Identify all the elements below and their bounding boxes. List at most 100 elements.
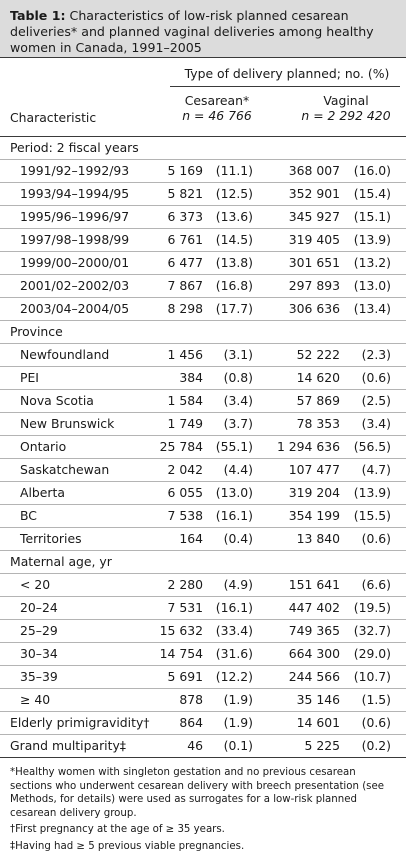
vaginal-percent: (1.5): [361, 692, 391, 707]
vaginal-percent: (15.5): [353, 508, 391, 523]
vaginal-count: 5 225: [304, 738, 340, 753]
vaginal-count: 354 199: [288, 508, 340, 523]
vaginal-count: 301 651: [288, 255, 340, 270]
row-label: 20–24: [20, 600, 58, 615]
cesarean-n: n = 46 766: [182, 108, 252, 123]
row-label: 35–39: [20, 669, 58, 684]
vaginal-count: 447 402: [288, 600, 340, 615]
vaginal-percent: (10.7): [353, 669, 391, 684]
table-row: 30–34 14 754 (31.6) 664 300 (29.0): [0, 643, 406, 666]
cesarean-count: 15 632: [159, 623, 203, 638]
vaginal-count: 749 365: [288, 623, 340, 638]
cesarean-percent: (12.5): [215, 186, 253, 201]
column-spanner: Type of delivery planned; no. (%): [184, 66, 390, 81]
vaginal-percent: (0.6): [361, 531, 391, 546]
cesarean-count: 1 584: [167, 393, 203, 408]
cesarean-count: 6 055: [167, 485, 203, 500]
cesarean-count: 5 691: [167, 669, 203, 684]
cesarean-percent: (3.7): [223, 416, 253, 431]
table-header: Type of delivery planned; no. (%) Cesare…: [0, 58, 406, 137]
cesarean-percent: (16.1): [215, 508, 253, 523]
vaginal-count: 244 566: [288, 669, 340, 684]
table-row: Ontario 25 784 (55.1) 1 294 636 (56.5): [0, 436, 406, 459]
caption-label: Table 1:: [10, 8, 66, 23]
vaginal-percent: (13.9): [353, 232, 391, 247]
row-label: 2001/02–2002/03: [20, 278, 130, 293]
cesarean-count: 6 477: [167, 255, 203, 270]
cesarean-count: 864: [179, 715, 203, 730]
cesarean-count: 2 280: [167, 577, 203, 592]
table-row: Alberta 6 055 (13.0) 319 204 (13.9): [0, 482, 406, 505]
vaginal-count: 297 893: [288, 278, 340, 293]
cesarean-percent: (1.9): [223, 715, 253, 730]
row-label: 2003/04–2004/05: [20, 301, 130, 316]
table-row: 25–29 15 632 (33.4) 749 365 (32.7): [0, 620, 406, 643]
cesarean-count: 8 298: [167, 301, 203, 316]
table-row: New Brunswick 1 749 (3.7) 78 353 (3.4): [0, 413, 406, 436]
vaginal-count: 52 222: [296, 347, 340, 362]
table-row: < 20 2 280 (4.9) 151 641 (6.6): [0, 574, 406, 597]
footnote-elderly: †First pregnancy at the age of ≥ 35 year…: [10, 824, 225, 836]
table-caption: Table 1: Characteristics of low-risk pla…: [0, 0, 406, 58]
vaginal-count: 14 601: [296, 715, 340, 730]
vaginal-column-header: Vaginal n = 2 292 420: [290, 93, 402, 123]
caption-text: Characteristics of low-risk planned cesa…: [10, 8, 374, 55]
vaginal-count: 151 641: [288, 577, 340, 592]
vaginal-percent: (32.7): [353, 623, 391, 638]
cesarean-count: 164: [179, 531, 203, 546]
vaginal-count: 352 901: [288, 186, 340, 201]
cesarean-percent: (3.1): [223, 347, 253, 362]
vaginal-n: n = 2 292 420: [301, 108, 391, 123]
table-row: Elderly primigravidity† 864 (1.9) 14 601 (0.…: [0, 712, 406, 735]
cesarean-label: Cesarean*: [184, 93, 250, 108]
table-row: 1997/98–1998/99 6 761 (14.5) 319 405 (13.9): [0, 229, 406, 252]
section-heading: Period: 2 fiscal years: [0, 137, 406, 160]
cesarean-count: 6 761: [167, 232, 203, 247]
cesarean-percent: (31.6): [215, 646, 253, 661]
row-label: 1997/98–1998/99: [20, 232, 130, 247]
cesarean-count: 14 754: [159, 646, 203, 661]
table-row: 35–39 5 691 (12.2) 244 566 (10.7): [0, 666, 406, 689]
vaginal-percent: (2.3): [361, 347, 391, 362]
footnotes: *Healthy women with singleton gestation …: [0, 758, 406, 854]
vaginal-percent: (56.5): [353, 439, 391, 454]
cesarean-count: 2 042: [167, 462, 203, 477]
vaginal-percent: (15.1): [353, 209, 391, 224]
table-body: Period: 2 fiscal years 1991/92–1992/93 5 1…: [0, 137, 406, 758]
cesarean-percent: (3.4): [223, 393, 253, 408]
footnote-multiparity: ‡Having had ≥ 5 previous viable pregnanc…: [10, 840, 245, 852]
vaginal-count: 13 840: [296, 531, 340, 546]
row-label: Saskatchewan: [20, 462, 110, 477]
vaginal-count: 319 405: [288, 232, 340, 247]
cesarean-percent: (33.4): [215, 623, 253, 638]
cesarean-percent: (4.4): [223, 462, 253, 477]
table-row: 1991/92–1992/93 5 169 (11.1) 368 007 (16.0): [0, 160, 406, 183]
table-row: ≥ 40 878 (1.9) 35 146 (1.5): [0, 689, 406, 712]
cesarean-count: 5 821: [167, 186, 203, 201]
table-row: 1995/96–1996/97 6 373 (13.6) 345 927 (15.1): [0, 206, 406, 229]
vaginal-count: 319 204: [288, 485, 340, 500]
row-label: Nova Scotia: [20, 393, 94, 408]
row-label: PEI: [20, 370, 39, 385]
cesarean-percent: (0.8): [223, 370, 253, 385]
cesarean-percent: (13.0): [215, 485, 253, 500]
row-label: BC: [20, 508, 37, 523]
table-row: PEI 384 (0.8) 14 620 (0.6): [0, 367, 406, 390]
row-label: Territories: [20, 531, 82, 546]
cesarean-count: 25 784: [159, 439, 203, 454]
cesarean-percent: (11.1): [215, 163, 253, 178]
cesarean-percent: (13.8): [215, 255, 253, 270]
cesarean-count: 1 456: [167, 347, 203, 362]
cesarean-count: 7 531: [167, 600, 203, 615]
row-label: New Brunswick: [20, 416, 115, 431]
table-row: 1999/00–2000/01 6 477 (13.8) 301 651 (13.2): [0, 252, 406, 275]
vaginal-percent: (19.5): [353, 600, 391, 615]
vaginal-percent: (13.0): [353, 278, 391, 293]
row-label: 1995/96–1996/97: [20, 209, 130, 224]
row-label: 30–34: [20, 646, 58, 661]
vaginal-count: 78 353: [296, 416, 340, 431]
table-row: 2001/02–2002/03 7 867 (16.8) 297 893 (13.0): [0, 275, 406, 298]
cesarean-column-header: Cesarean* n = 46 766: [162, 93, 272, 123]
vaginal-percent: (15.4): [353, 186, 391, 201]
